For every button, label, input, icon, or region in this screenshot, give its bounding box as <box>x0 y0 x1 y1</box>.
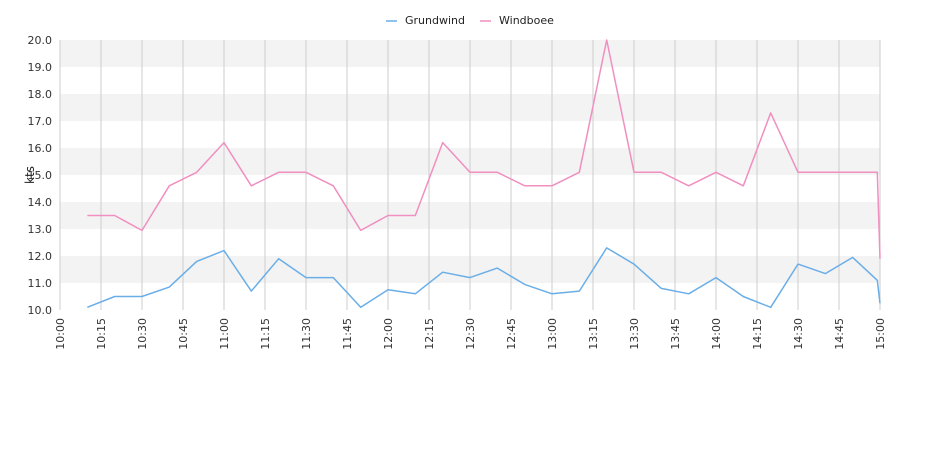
legend-item-windboee[interactable]: Windboee <box>480 14 554 27</box>
x-tick-label: 13:15 <box>587 318 600 350</box>
y-axis-label: kts <box>23 166 37 184</box>
y-tick-label: 16.0 <box>28 142 53 155</box>
vertical-grid <box>59 40 881 310</box>
y-tick-label: 14.0 <box>28 196 53 209</box>
y-tick-label: 15.0 <box>28 169 53 182</box>
series-lines <box>87 39 881 309</box>
legend-label: Windboee <box>499 14 554 27</box>
x-tick-label: 13:45 <box>669 318 682 350</box>
x-tick-label: 12:00 <box>382 318 395 350</box>
x-tick-label: 11:30 <box>300 318 313 350</box>
x-tick-label: 13:30 <box>628 318 641 350</box>
x-tick-label: 14:45 <box>833 318 846 350</box>
y-tick-label: 10.0 <box>28 304 53 317</box>
x-tick-label: 11:45 <box>341 318 354 350</box>
series-line-windboee <box>87 39 881 259</box>
x-tick-label: 15:00 <box>874 318 887 350</box>
y-tick-label: 12.0 <box>28 250 53 263</box>
y-tick-label: 13.0 <box>28 223 53 236</box>
legend-item-grundwind[interactable]: Grundwind <box>386 14 465 27</box>
x-tick-label: 11:15 <box>259 318 272 350</box>
y-tick-label: 18.0 <box>28 88 53 101</box>
x-tick-label: 10:30 <box>136 318 149 350</box>
x-tick-label: 13:00 <box>546 318 559 350</box>
y-tick-label: 19.0 <box>28 61 53 74</box>
x-tick-label: 11:00 <box>218 318 231 350</box>
x-tick-label: 10:15 <box>95 318 108 350</box>
y-tick-label: 11.0 <box>28 277 53 290</box>
x-tick-label: 12:45 <box>505 318 518 350</box>
legend-label: Grundwind <box>405 14 465 27</box>
x-tick-labels: 10:00 10:15 10:30 10:45 11:00 11:15 11:30 11:45… <box>54 318 887 350</box>
x-tick-label: 10:45 <box>177 318 190 350</box>
y-tick-label: 17.0 <box>28 115 53 128</box>
y-tick-labels: 10.0 11.0 12.0 13.0 14.0 15.0 16.0 17.0 18.0 19.0… <box>28 34 53 317</box>
x-tick-label: 14:00 <box>710 318 723 350</box>
x-tick-label: 10:00 <box>54 318 67 350</box>
x-tick-label: 14:30 <box>792 318 805 350</box>
y-tick-label: 20.0 <box>28 34 53 47</box>
x-tick-label: 14:15 <box>751 318 764 350</box>
x-tick-label: 12:15 <box>423 318 436 350</box>
x-tick-label: 12:30 <box>464 318 477 350</box>
legend[interactable]: Grundwind Windboee <box>386 14 554 27</box>
series-line-grundwind <box>87 247 881 309</box>
